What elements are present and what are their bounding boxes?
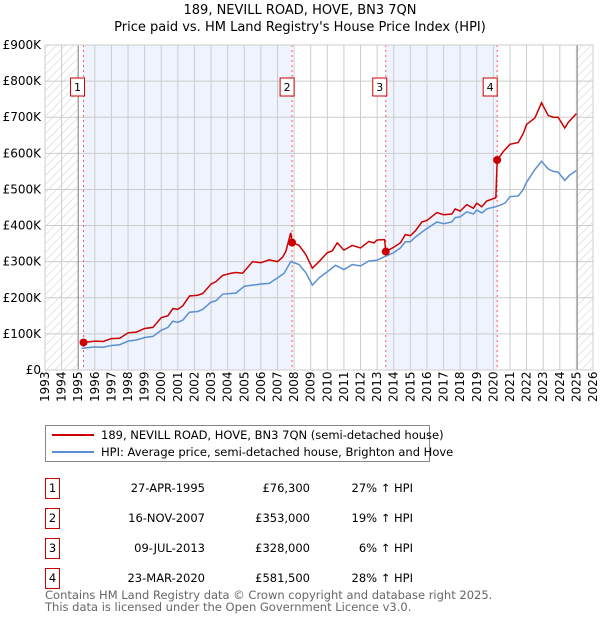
sale-price: £328,000 — [255, 541, 310, 555]
legend-label-hpi: HPI: Average price, semi-detached house,… — [101, 445, 454, 459]
sale-label-box: 3 — [372, 77, 388, 97]
x-tick-label: 2007 — [270, 371, 284, 402]
sale-point — [288, 238, 297, 247]
x-tick-label: 1993 — [38, 371, 52, 402]
sale-point — [381, 247, 390, 256]
sale-price: £76,300 — [262, 481, 310, 495]
y-tick-label: £500K — [3, 182, 43, 196]
sale-number: 4 — [45, 568, 60, 589]
x-tick-label: 2012 — [354, 371, 368, 402]
x-tick-label: 2024 — [553, 371, 567, 402]
hpi-line — [81, 160, 577, 350]
x-tick-label: 2002 — [187, 371, 201, 402]
sale-label-border — [372, 77, 388, 97]
sale-label-box: 4 — [482, 77, 498, 97]
price-chart: 1993 1994 1995 1996 1997 1998 1999 2000 2001 2002… — [3, 38, 600, 402]
x-tick-label: 1999 — [138, 371, 152, 402]
footer-copyright: Contains HM Land Registry data © Crown c… — [45, 588, 493, 602]
sale-price: £581,500 — [255, 571, 310, 585]
ownership-band-1 — [83, 45, 293, 370]
x-tick-label: 2018 — [453, 371, 467, 402]
x-tick-label: 2008 — [287, 371, 301, 402]
y-tick-label: £600K — [3, 146, 43, 160]
x-tick-label: 2013 — [370, 371, 384, 402]
x-tick-label: 2010 — [320, 371, 334, 402]
hatched-region-after-data — [577, 45, 593, 370]
x-tick-label: 2003 — [204, 371, 218, 402]
sale-point — [79, 338, 88, 347]
sale-date: 27-APR-1995 — [130, 481, 205, 495]
plot-border — [44, 44, 594, 371]
sale-label-box: 2 — [279, 77, 295, 97]
sale-number: 1 — [45, 478, 60, 499]
sale-label-number: 1 — [74, 81, 81, 94]
legend-swatch-property — [52, 434, 94, 436]
sale-date: 09-JUL-2013 — [134, 541, 205, 555]
x-tick-label: 1995 — [71, 371, 85, 402]
x-tick-label: 2019 — [470, 371, 484, 402]
sale-price: £353,000 — [255, 511, 310, 525]
sale-hpi-change: 27% ↑ HPI — [351, 481, 413, 495]
x-tick-label: 2026 — [586, 371, 600, 402]
x-tick-label: 2011 — [337, 371, 351, 402]
sale-label-border — [482, 77, 498, 97]
sale-date: 16-NOV-2007 — [128, 511, 205, 525]
x-tick-label: 2025 — [569, 371, 583, 402]
sale-label-box: 1 — [70, 77, 86, 97]
legend-label-property: 189, NEVILL ROAD, HOVE, BN3 7QN (semi-de… — [101, 428, 444, 442]
x-tick-label: 2000 — [154, 371, 168, 402]
sale-label-number: 3 — [376, 81, 383, 94]
x-tick-label: 2014 — [387, 371, 401, 402]
x-tick-label: 2009 — [304, 371, 318, 402]
x-tick-label: 2021 — [503, 371, 517, 402]
chart-title: 189, NEVILL ROAD, HOVE, BN3 7QN — [183, 3, 417, 18]
y-tick-label: £100K — [3, 327, 43, 341]
y-tick-label: £300K — [3, 255, 43, 269]
y-tick-label: £700K — [3, 110, 43, 124]
y-tick-label: £400K — [3, 219, 43, 233]
y-tick-label: £800K — [3, 74, 43, 88]
sale-hpi-change: 6% ↑ HPI — [358, 541, 413, 555]
sale-point — [493, 156, 502, 165]
x-tick-label: 2015 — [403, 371, 417, 402]
sale-date: 23-MAR-2020 — [127, 571, 205, 585]
x-tick-label: 1994 — [55, 371, 69, 402]
x-tick-label: 1996 — [88, 371, 102, 402]
ownership-band-2 — [385, 45, 498, 370]
x-tick-label: 2001 — [171, 371, 185, 402]
sale-number: 2 — [45, 508, 60, 529]
x-tick-label: 2006 — [254, 371, 268, 402]
sale-label-number: 2 — [284, 81, 291, 94]
x-tick-label: 2023 — [536, 371, 550, 402]
x-tick-label: 2005 — [237, 371, 251, 402]
sale-label-border — [70, 77, 86, 97]
x-tick-label: 1998 — [121, 371, 135, 402]
legend: 189, NEVILL ROAD, HOVE, BN3 7QN (semi-de… — [45, 425, 453, 462]
y-tick-label: £200K — [3, 291, 43, 305]
footer-licence: This data is licensed under the Open Gov… — [45, 600, 412, 614]
x-tick-label: 2016 — [420, 371, 434, 402]
sale-label-border — [279, 77, 295, 97]
legend-swatch-hpi — [52, 451, 94, 453]
sale-hpi-change: 28% ↑ HPI — [351, 571, 413, 585]
y-tick-label: £0 — [26, 363, 41, 377]
y-tick-label: £900K — [3, 38, 43, 52]
chart-subtitle: Price paid vs. HM Land Registry's House … — [114, 20, 486, 35]
x-tick-label: 2022 — [520, 371, 534, 402]
x-tick-label: 1997 — [104, 371, 118, 402]
x-tick-label: 2017 — [437, 371, 451, 402]
sale-hpi-change: 19% ↑ HPI — [351, 511, 413, 525]
sale-number: 3 — [45, 538, 60, 559]
sale-label-number: 4 — [487, 81, 494, 94]
x-tick-label: 2004 — [221, 371, 235, 402]
x-tick-label: 2020 — [486, 371, 500, 402]
